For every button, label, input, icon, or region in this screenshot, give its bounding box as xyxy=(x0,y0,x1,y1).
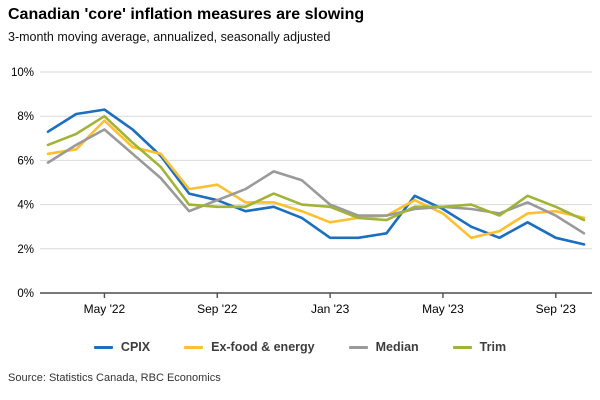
chart-legend: CPIX Ex-food & energy Median Trim xyxy=(0,336,600,358)
y-axis-tick-label: 10% xyxy=(11,67,34,79)
source-note: Source: Statistics Canada, RBC Economics xyxy=(8,372,221,384)
legend-label: Trim xyxy=(479,340,507,354)
legend-item-trim: Trim xyxy=(452,340,507,354)
line-chart-canvas: 0% 2% 4% 6% 8% 10% May '22 Sep '22 Jan '23 May '2… xyxy=(11,67,592,316)
legend-label: CPIX xyxy=(120,340,151,354)
series-line-trim xyxy=(46,114,586,222)
x-axis-tick-label: Jan '23 xyxy=(311,302,350,316)
chart-subtitle: 3-month moving average, annualized, seas… xyxy=(8,30,331,44)
cpix-line-swatch-icon xyxy=(93,345,113,349)
x-axis-tick-label: May '23 xyxy=(422,302,464,316)
legend-item-ex-food-energy: Ex-food & energy xyxy=(184,340,315,354)
ex-food-energy-line-swatch-icon xyxy=(184,345,204,349)
legend-item-median: Median xyxy=(348,340,419,354)
median-line-swatch-icon xyxy=(348,345,368,349)
legend-label: Median xyxy=(375,340,419,354)
y-axis-tick-label: 8% xyxy=(17,111,34,123)
y-axis-tick-label: 6% xyxy=(17,155,34,167)
legend-item-cpix: CPIX xyxy=(93,340,151,354)
y-axis-tick-label: 2% xyxy=(17,244,34,256)
series-line-cpix xyxy=(46,108,586,246)
y-axis-tick-label: 0% xyxy=(17,288,34,300)
x-axis-tick-label: Sep '23 xyxy=(536,302,577,316)
x-axis-tick-label: May '22 xyxy=(84,302,126,316)
x-axis-tick-label: Sep '22 xyxy=(197,302,238,316)
legend-label: Ex-food & energy xyxy=(211,340,315,354)
trim-line-swatch-icon xyxy=(452,345,472,349)
chart-title: Canadian 'core' inflation measures are s… xyxy=(8,6,365,23)
y-axis-tick-label: 4% xyxy=(17,200,34,212)
